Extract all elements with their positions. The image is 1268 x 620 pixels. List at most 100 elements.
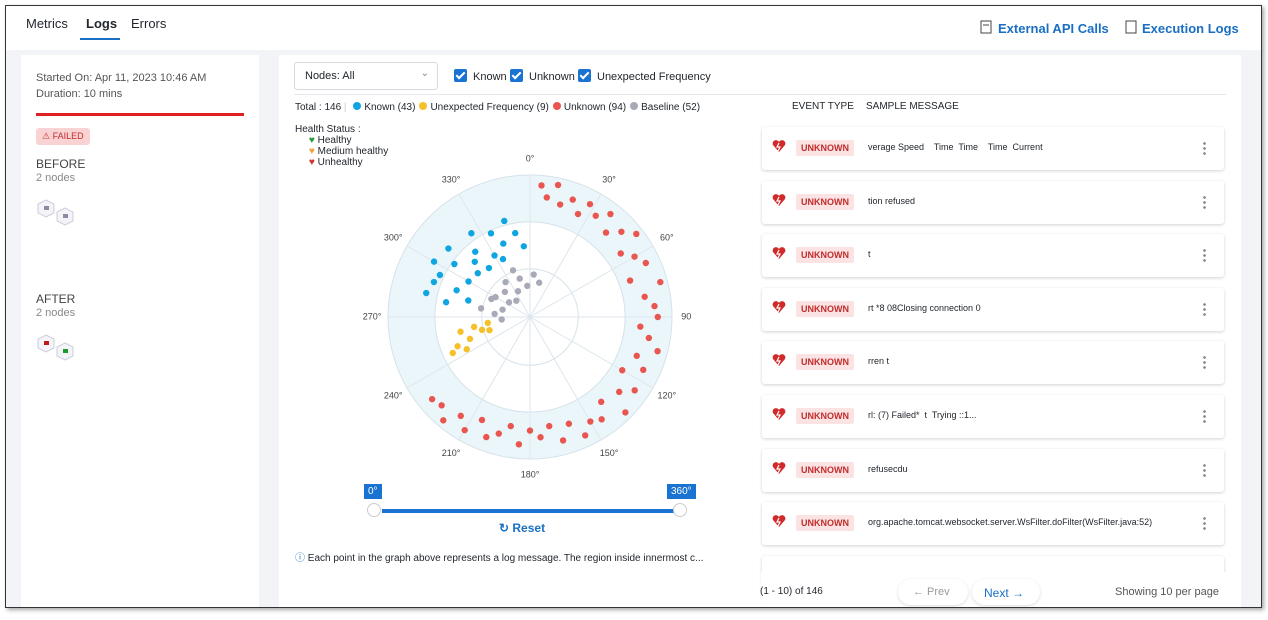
legend-swatch [630, 102, 639, 110]
log-point [457, 328, 464, 335]
reset-button[interactable]: ↻ Reset [499, 521, 546, 535]
row-menu[interactable] [1203, 301, 1206, 317]
tab-active[interactable]: Logs [86, 16, 118, 31]
row-menu[interactable] [1203, 516, 1206, 532]
log-point [516, 275, 523, 282]
unhealthy-icon [772, 515, 786, 528]
prev-button[interactable]: ← Prev [898, 579, 968, 605]
checkbox[interactable]: Unexpected Frequency [578, 69, 711, 83]
tab[interactable]: Metrics [26, 16, 68, 31]
log-point [642, 259, 650, 267]
log-point [505, 299, 513, 306]
log-point [436, 271, 444, 279]
event-type: UNKNOWN [796, 300, 854, 317]
log-point [468, 230, 475, 237]
log-point [607, 210, 614, 218]
slider-handle[interactable] [367, 503, 381, 517]
log-point [654, 347, 661, 355]
log-point [556, 201, 564, 208]
log-point [484, 319, 492, 327]
unhealthy-icon [772, 408, 786, 420]
angle-label: 180° [521, 469, 540, 479]
per-page: Showing 10 per page [1115, 586, 1219, 598]
divider [294, 94, 1226, 95]
log-point [498, 316, 505, 323]
log-point [657, 278, 664, 286]
dropdown-text: Nodes: All [305, 70, 355, 82]
log-card: UNKNOWN tion refused [762, 180, 1224, 224]
summary-panel [21, 55, 259, 607]
log-point [428, 395, 436, 403]
health-item: Healthy [317, 135, 352, 146]
slider-max: 360° [667, 484, 696, 499]
row-menu[interactable] [1203, 462, 1206, 478]
log-card: UNKNOWN rren t [762, 341, 1224, 385]
row-menu[interactable] [1203, 248, 1206, 264]
checkbox[interactable]: Known [454, 69, 507, 83]
log-card: UNKNOWN org.apache.tomcat.websocket.serve… [762, 502, 1224, 546]
log-point [430, 278, 438, 286]
log-point [502, 278, 509, 286]
tab[interactable]: Errors [131, 16, 167, 31]
total: Total : 146 [295, 102, 342, 113]
legend: Total : 146 | Known (43) Unexpected Frequ… [295, 102, 701, 113]
log-point [622, 409, 629, 416]
log-point [465, 297, 472, 304]
node-icons [37, 334, 74, 361]
log-point [430, 258, 438, 265]
tab-underline [80, 38, 120, 40]
header-link[interactable]: Execution Logs [1142, 21, 1239, 36]
column-header: SAMPLE MESSAGE [866, 101, 959, 112]
log-card: UNKNOWN refusecdu [762, 448, 1224, 492]
column-header: EVENT TYPE [792, 101, 854, 112]
row-menu[interactable] [1203, 355, 1206, 371]
row-menu[interactable] [1203, 194, 1206, 210]
event-type: UNKNOWN [796, 193, 854, 210]
log-point [618, 228, 625, 235]
log-point [491, 252, 498, 259]
log-point [582, 432, 589, 439]
unhealthy-icon [772, 247, 786, 260]
legend-label: Unknown (94) [563, 102, 627, 113]
header-link[interactable]: External API Calls [998, 21, 1109, 36]
log-point [515, 441, 523, 448]
log-point [617, 250, 624, 257]
log-point [440, 417, 447, 424]
log-point [499, 306, 506, 313]
angle-label: 150° [600, 448, 619, 458]
log-point [471, 258, 478, 265]
angle-label: 330° [442, 175, 461, 185]
log-point [626, 277, 634, 284]
row-menu[interactable] [1203, 141, 1206, 156]
log-point [569, 196, 576, 203]
log-point [477, 305, 485, 312]
legend-label: Baseline (52) [641, 102, 701, 113]
polar-chart: 0° 30° 60° 90° 120° 150° 180° 210° 240° 270° 300° 3… [363, 153, 691, 479]
log-point [451, 260, 458, 268]
checkbox-label: Known [473, 71, 507, 83]
next-button[interactable]: Next → [972, 579, 1040, 605]
sample-message: t [868, 249, 871, 260]
angle-label: 120° [658, 390, 677, 400]
checkbox[interactable]: Unknown [510, 69, 575, 83]
row-menu[interactable] [1203, 409, 1206, 424]
log-point [598, 416, 605, 423]
page-range: (1 - 10) of 146 [760, 586, 823, 597]
sample-message: tion refused [868, 195, 916, 206]
log-point [637, 323, 644, 330]
log-point [543, 194, 550, 201]
checkbox-label: Unexpected Frequency [597, 71, 711, 83]
status-badge: ⚠ FAILED [36, 128, 90, 145]
angle-label: 0° [526, 153, 535, 163]
log-point [501, 217, 508, 225]
slider-handle[interactable] [673, 503, 687, 517]
log-point [602, 229, 610, 236]
event-type: UNKNOWN [796, 461, 854, 478]
legend-label: Known (43) [364, 102, 416, 113]
log-point [526, 427, 534, 434]
nodes-dropdown[interactable]: Nodes: All ⌄ [294, 62, 438, 90]
log-point [495, 430, 502, 437]
app-frame: Metrics Logs Errors External API Calls E… [5, 5, 1262, 608]
log-point [478, 326, 486, 334]
